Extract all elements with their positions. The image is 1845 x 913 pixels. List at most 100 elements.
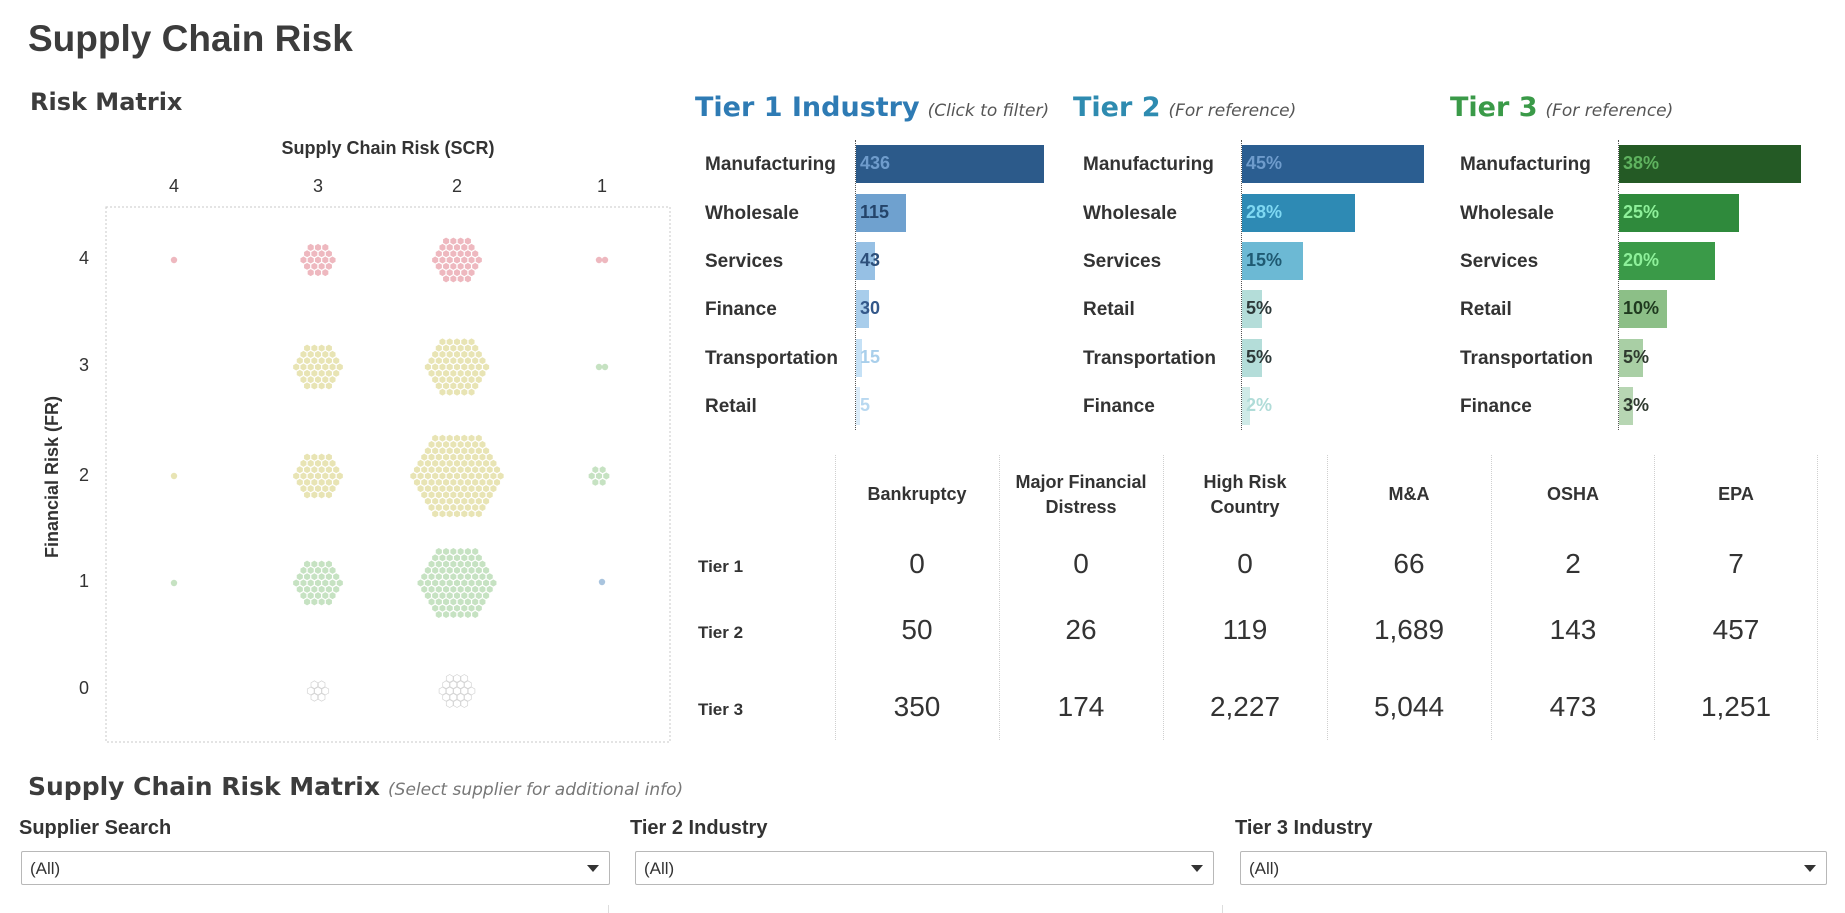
- tier1-industry-panel[interactable]: Tier 1 Industry (Click to filter) Manufac…: [695, 92, 1060, 432]
- risk-cluster[interactable]: [587, 465, 611, 487]
- table-cell: 26: [1065, 614, 1097, 645]
- tier2-bar: [1242, 194, 1356, 232]
- tier2-bar-value: 5%: [1246, 298, 1273, 318]
- tier1-bar-value: 30: [860, 298, 881, 318]
- matrix-x-axis-label: Supply Chain Risk (SCR): [281, 138, 494, 158]
- risk-cluster[interactable]: [170, 579, 178, 587]
- risk-cluster[interactable]: [601, 256, 609, 264]
- matrix-y-tick: 4: [79, 248, 89, 268]
- tier3-bar-row: Retail 10%: [1450, 290, 1810, 328]
- table-cell: 0: [909, 548, 925, 579]
- matrix-y-tick: 0: [79, 678, 89, 698]
- risk-cluster[interactable]: [595, 363, 603, 371]
- risk-cluster[interactable]: [416, 547, 498, 619]
- table-column-header: High Risk Country: [1203, 472, 1287, 517]
- tier1-bar-row[interactable]: Wholesale 115: [695, 194, 1060, 232]
- tier1-bar[interactable]: [856, 387, 860, 425]
- tier3-bar-value: 5%: [1623, 347, 1650, 367]
- tier2-bar-value: 28%: [1246, 202, 1283, 222]
- tier2-bar-value: 15%: [1246, 250, 1283, 270]
- risk-summary-table: Bankruptcy Major Financial Distress High R…: [690, 455, 1820, 745]
- tier2-bar: [1242, 387, 1250, 425]
- tier2-industry-panel: Tier 2 (For reference) Manufacturing 45% Wh…: [1073, 92, 1433, 432]
- table-cell: 66: [1393, 548, 1425, 579]
- table-cell: 50: [901, 614, 933, 645]
- tier1-bar-value: 436: [860, 153, 891, 173]
- table-cell: 2: [1565, 548, 1581, 579]
- risk-cluster[interactable]: [601, 363, 609, 371]
- tier1-bar-row[interactable]: Transportation 15: [695, 339, 1060, 377]
- risk-cluster[interactable]: [438, 674, 476, 708]
- risk-matrix-chart[interactable]: Supply Chain Risk (SCR) 4 3 2 1 Financia…: [40, 130, 680, 750]
- tier2-bar-row: Services 15%: [1073, 242, 1433, 280]
- tier1-title: Tier 1 Industry: [695, 92, 920, 123]
- table-column-header: OSHA: [1546, 484, 1599, 504]
- tier2-bar-label: Transportation: [1083, 348, 1217, 369]
- tier1-bar-label: Services: [705, 251, 784, 272]
- risk-cluster[interactable]: [595, 256, 603, 264]
- matrix-clusters[interactable]: [170, 236, 611, 708]
- tier1-bar[interactable]: [856, 339, 863, 377]
- risk-matrix-title: Risk Matrix: [30, 88, 183, 116]
- supplier-search-value: (All): [30, 859, 61, 878]
- tier2-axis: [1241, 140, 1242, 430]
- matrix-y-ticks: 4 3 2 1 0: [79, 248, 89, 698]
- tier3-bar: [1619, 145, 1801, 183]
- risk-cluster[interactable]: [299, 243, 337, 277]
- tier1-bar-row[interactable]: Retail 5: [695, 387, 1060, 425]
- tier2-title: Tier 2: [1073, 92, 1161, 123]
- tier1-bar-row[interactable]: Services 43: [695, 242, 1060, 280]
- tier3-bar: [1619, 387, 1634, 425]
- tier3-bar-row: Manufacturing 38%: [1450, 145, 1810, 183]
- tier3-bar-row: Services 20%: [1450, 242, 1810, 280]
- tier2-industry-dropdown[interactable]: (All): [635, 851, 1214, 885]
- tier1-bar-row[interactable]: Finance 30: [695, 290, 1060, 328]
- risk-cluster[interactable]: [170, 256, 178, 264]
- table-cell: 5,044: [1373, 691, 1445, 722]
- chevron-down-icon[interactable]: [1191, 865, 1203, 872]
- table-row-header: Tier 3: [698, 700, 744, 719]
- supplier-matrix-note: (Select supplier for additional info): [388, 780, 684, 800]
- risk-cluster[interactable]: [424, 337, 490, 397]
- tier3-industry-dropdown[interactable]: (All): [1240, 851, 1827, 885]
- risk-cluster[interactable]: [170, 472, 178, 480]
- tier3-bar-value: 10%: [1623, 298, 1660, 318]
- tier1-bar[interactable]: [856, 290, 869, 328]
- risk-cluster[interactable]: [598, 578, 606, 586]
- risk-cluster[interactable]: [306, 680, 330, 702]
- risk-cluster[interactable]: [292, 343, 344, 391]
- table-cell: 0: [1237, 548, 1253, 579]
- tier1-bar[interactable]: [856, 242, 875, 280]
- tier3-bar-label: Finance: [1460, 396, 1532, 417]
- tier1-bar-value: 43: [860, 250, 881, 270]
- tier2-industry-value: (All): [644, 859, 675, 878]
- tier1-bar-row[interactable]: Manufacturing 436: [695, 145, 1060, 183]
- tier2-note: (For reference): [1168, 101, 1297, 121]
- table-cell: 457: [1712, 614, 1760, 645]
- table-cell: 350: [893, 691, 941, 722]
- table-cell: 2,227: [1209, 691, 1281, 722]
- tier3-bar: [1619, 194, 1739, 232]
- tier3-bar: [1619, 242, 1715, 280]
- matrix-x-ticks: 4 3 2 1: [169, 176, 607, 196]
- supplier-search-dropdown[interactable]: (All): [21, 851, 610, 885]
- risk-cluster[interactable]: [409, 433, 505, 519]
- matrix-x-tick: 2: [452, 176, 462, 196]
- risk-cluster[interactable]: [292, 452, 344, 500]
- tier1-bar[interactable]: [856, 145, 1044, 183]
- tier2-bar: [1242, 290, 1263, 328]
- tier3-bar-value: 20%: [1623, 250, 1660, 270]
- tier3-bar-label: Retail: [1460, 299, 1512, 320]
- matrix-plot-frame: [105, 206, 671, 743]
- supplier-search-label: Supplier Search: [19, 817, 172, 839]
- chevron-down-icon[interactable]: [587, 865, 599, 872]
- chevron-down-icon[interactable]: [1804, 865, 1816, 872]
- tier3-bar-value: 38%: [1623, 153, 1660, 173]
- tier3-bar-value: 3%: [1623, 395, 1650, 415]
- tier2-bar: [1242, 339, 1263, 377]
- tier2-bar-label: Services: [1083, 251, 1162, 272]
- risk-cluster[interactable]: [431, 236, 483, 284]
- risk-cluster[interactable]: [292, 559, 344, 607]
- table-cell: 0: [1073, 548, 1089, 579]
- tier1-bar[interactable]: [856, 194, 906, 232]
